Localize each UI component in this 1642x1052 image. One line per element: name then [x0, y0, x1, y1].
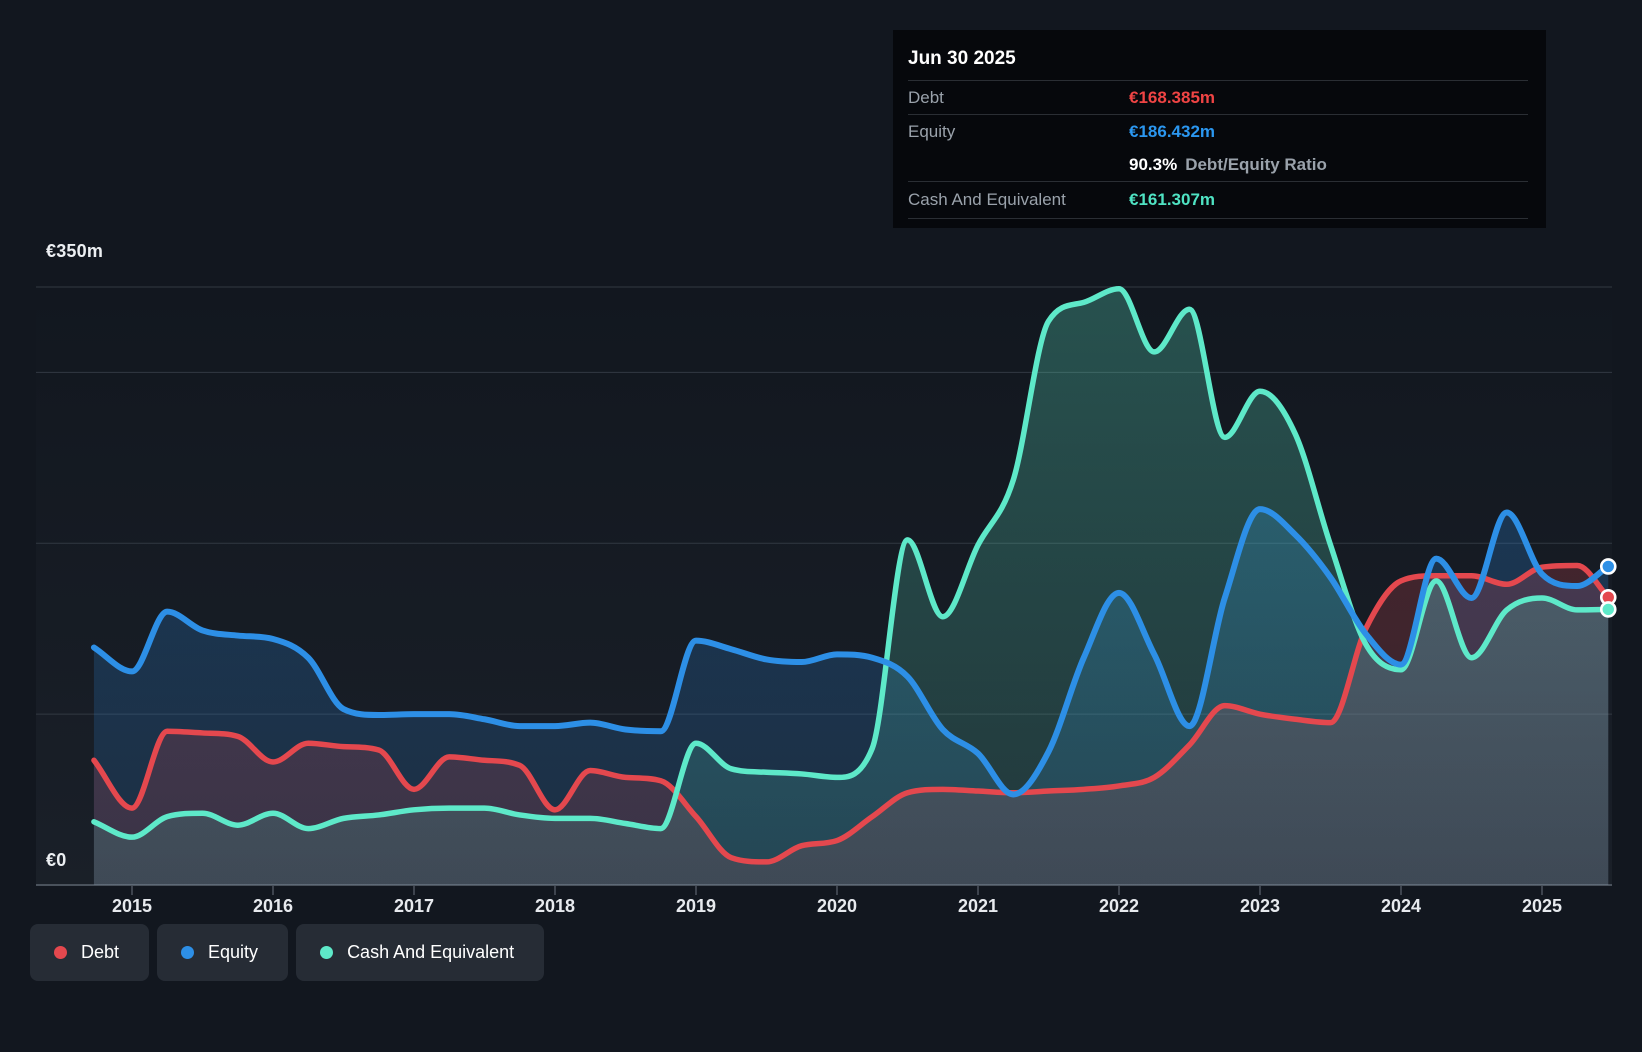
tooltip-debt-label: Debt	[908, 87, 944, 107]
legend-cash-label: Cash And Equivalent	[347, 942, 515, 962]
tooltip-debt-value: €168.385m	[1129, 87, 1216, 107]
x-axis-label-2023: 2023	[1239, 896, 1281, 916]
tooltip-date: Jun 30 2025	[908, 40, 1528, 81]
x-axis-label-2025: 2025	[1521, 896, 1563, 916]
debt-line	[91, 562, 1612, 865]
x-axis-label-2022: 2022	[1098, 896, 1140, 916]
tooltip-row-cash: Cash And Equivalent €161.307m	[908, 182, 1528, 219]
legend-equity-button[interactable]: Equity	[157, 924, 289, 981]
y-axis-zero-label: €0	[46, 850, 67, 870]
equity-endpoint-dot	[1599, 558, 1617, 575]
x-axis-label-2024: 2024	[1380, 896, 1422, 916]
x-axis-label-2015: 2015	[111, 896, 153, 916]
chart-tooltip: Jun 30 2025 Debt €168.385m Equity €186.4…	[893, 30, 1546, 228]
equity-series-dot-icon	[181, 946, 195, 959]
legend-debt-button[interactable]: Debt	[30, 924, 150, 981]
legend-equity-label: Equity	[208, 942, 259, 962]
x-axis-label-2019: 2019	[675, 896, 717, 916]
x-axis-label-2021: 2021	[957, 896, 999, 916]
tooltip-ratio-value: 90.3%	[1129, 154, 1178, 174]
x-axis-label-2017: 2017	[393, 896, 435, 916]
legend-cash-button[interactable]: Cash And Equivalent	[296, 924, 545, 981]
tooltip-equity-label: Equity	[908, 121, 956, 141]
legend-debt-label: Debt	[81, 942, 120, 962]
tooltip-cash-value: €161.307m	[1129, 190, 1216, 209]
tooltip-cash-label: Cash And Equivalent	[908, 190, 1066, 209]
tooltip-row-debt: Debt €168.385m	[908, 81, 1528, 115]
tooltip-row-equity: Equity €186.432m	[908, 115, 1528, 148]
legend: Debt Equity Cash And Equivalent	[30, 924, 545, 981]
cash-series-dot-icon	[320, 946, 334, 959]
x-axis-label-2020: 2020	[816, 896, 858, 916]
x-axis-label-2018: 2018	[534, 896, 576, 916]
debt-series-dot-icon	[54, 946, 67, 959]
cash-and-equivalent-line	[91, 285, 1612, 840]
equity-line	[90, 506, 1612, 798]
tooltip-row-ratio: 90.3% Debt/Equity Ratio	[908, 148, 1528, 182]
tooltip-ratio-label: Debt/Equity Ratio	[1185, 154, 1327, 174]
tooltip-equity-value: €186.432m	[1129, 121, 1216, 141]
y-axis-max-label: €350m	[46, 241, 104, 261]
cash-and-equivalent-endpoint-dot	[1599, 601, 1617, 618]
x-axis-label-2016: 2016	[252, 896, 294, 916]
